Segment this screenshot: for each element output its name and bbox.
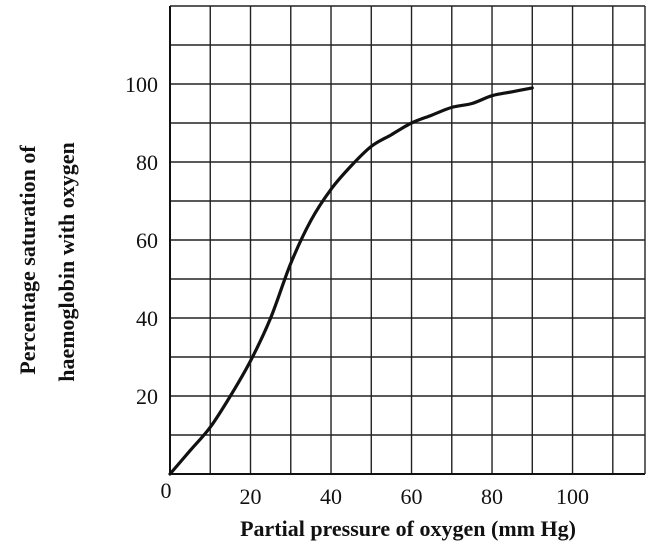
y-tick-label: 20: [136, 384, 158, 409]
x-tick-label: 60: [401, 484, 423, 509]
axes: [169, 6, 646, 475]
y-tick-label: 60: [136, 228, 158, 253]
x-axis-label: Partial pressure of oxygen (mm Hg): [240, 516, 576, 541]
y-axis-label-line-2: haemoglobin with oxygen: [54, 142, 79, 382]
x-tick-label: 40: [320, 484, 342, 509]
y-tick-label: 80: [136, 150, 158, 175]
y-tick-label: 40: [136, 306, 158, 331]
y-tick-labels: 20 40 60 80 100: [125, 72, 158, 409]
series-line: [168, 86, 534, 476]
grid: [170, 5, 645, 474]
x-tick-labels: 0 20 40 60 80 100: [161, 478, 590, 509]
x-tick-label: 80: [481, 484, 503, 509]
saturation-curve: [168, 86, 534, 476]
x-tick-label: 100: [556, 484, 589, 509]
y-tick-label: 100: [125, 72, 158, 97]
y-axis-label-line-1: Percentage saturation of: [15, 145, 40, 375]
x-tick-label: 20: [240, 484, 262, 509]
x-tick-label: 0: [161, 478, 172, 503]
